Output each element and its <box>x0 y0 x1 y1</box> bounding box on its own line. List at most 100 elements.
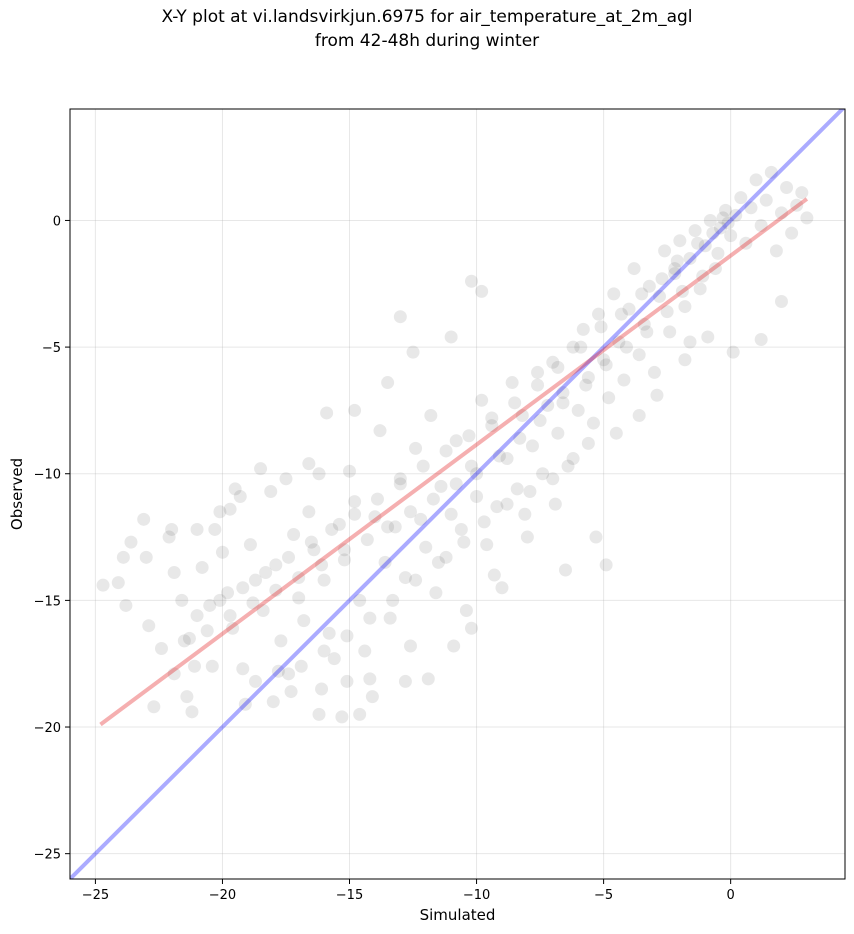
scatter-point <box>480 538 494 552</box>
scatter-point <box>683 251 697 265</box>
scatter-point <box>335 710 349 724</box>
scatter-point <box>548 497 562 511</box>
scatter-point <box>137 512 151 526</box>
scatter-point <box>693 282 707 296</box>
scatter-point <box>302 457 316 471</box>
scatter-point <box>464 274 478 288</box>
scatter-point <box>381 376 395 390</box>
scatter-point <box>597 353 611 367</box>
scatter-point <box>579 378 593 392</box>
scatter-point <box>388 520 402 534</box>
scatter-point <box>274 634 288 648</box>
scatter-point <box>660 305 674 319</box>
scatter-point <box>510 482 524 496</box>
scatter-point <box>541 398 555 412</box>
scatter-point <box>429 586 443 600</box>
scatter-point <box>111 576 125 590</box>
scatter-point <box>264 484 278 498</box>
scatter-point <box>470 467 484 481</box>
scatter-point <box>475 284 489 298</box>
scatter-point <box>769 244 783 258</box>
scatter-point <box>368 510 382 524</box>
scatter-point <box>698 239 712 253</box>
scatter-point <box>269 558 283 572</box>
scatter-point <box>703 213 717 227</box>
chart-title: X-Y plot at vi.landsvirkjun.6975 for air… <box>161 7 693 27</box>
scatter-point <box>315 558 329 572</box>
scatter-point <box>635 287 649 301</box>
scatter-point <box>696 269 710 283</box>
scatter-point <box>581 436 595 450</box>
y-axis-label: Observed <box>8 458 26 530</box>
scatter-point <box>177 634 191 648</box>
scatter-point <box>492 449 506 463</box>
scatter-point <box>254 462 268 476</box>
scatter-point <box>315 682 329 696</box>
scatter-point <box>691 236 705 250</box>
scatter-point <box>566 340 580 354</box>
scatter-point <box>576 322 590 336</box>
scatter-point <box>556 396 570 410</box>
scatter-point <box>228 482 242 496</box>
scatter-point <box>655 272 669 286</box>
scatter-point <box>518 507 532 521</box>
scatter-point <box>236 662 250 676</box>
scatter-point <box>302 505 316 519</box>
scatter-point <box>513 431 527 445</box>
scatter-point <box>312 707 326 721</box>
scatter-point <box>208 522 222 536</box>
scatter-point <box>259 566 273 580</box>
scatter-point <box>607 287 621 301</box>
scatter-point <box>462 429 476 443</box>
scatter-point <box>721 216 735 230</box>
scatter-point <box>780 181 794 195</box>
scatter-point <box>393 477 407 491</box>
scatter-point <box>282 667 296 681</box>
scatter-point <box>653 289 667 303</box>
scatter-point <box>612 335 626 349</box>
scatter-point <box>236 581 250 595</box>
scatter-point <box>215 545 229 559</box>
scatter-point <box>520 530 534 544</box>
scatter-point <box>421 672 435 686</box>
scatter-point <box>523 484 537 498</box>
scatter-point <box>701 330 715 344</box>
scatter-point <box>749 173 763 187</box>
scatter-point <box>365 690 379 704</box>
scatter-point <box>182 631 196 645</box>
scatter-point <box>464 459 478 473</box>
scatter-point <box>203 598 217 612</box>
scatter-point <box>348 495 362 509</box>
scatter-point <box>487 568 501 582</box>
scatter-point <box>673 234 687 248</box>
scatter-point <box>627 262 641 276</box>
scatter-point <box>795 186 809 200</box>
scatter-point <box>256 604 270 618</box>
scatter-point <box>609 426 623 440</box>
scatter-point <box>332 517 346 531</box>
scatter-point <box>248 674 262 688</box>
scatter-point <box>327 652 341 666</box>
scatter-point <box>457 535 471 549</box>
scatter-point <box>353 593 367 607</box>
scatter-point <box>439 550 453 564</box>
scatter-point <box>586 416 600 430</box>
scatter-point <box>226 621 240 635</box>
x-axis-label: Simulated <box>420 906 496 924</box>
scatter-point <box>238 697 252 711</box>
scatter-point <box>449 477 463 491</box>
scatter-point <box>294 659 308 673</box>
scatter-point <box>759 193 773 207</box>
scatter-point <box>581 370 595 384</box>
scatter-point <box>531 365 545 379</box>
scatter-point <box>409 573 423 587</box>
scatter-point <box>726 345 740 359</box>
plot-frame <box>69 108 846 880</box>
scatter-point <box>688 224 702 238</box>
scatter-point <box>180 690 194 704</box>
scatter-point <box>406 345 420 359</box>
scatter-point <box>546 472 560 486</box>
scatter-point <box>358 644 372 658</box>
y-tick-label: −5 <box>42 341 61 356</box>
scatter-point <box>558 563 572 577</box>
